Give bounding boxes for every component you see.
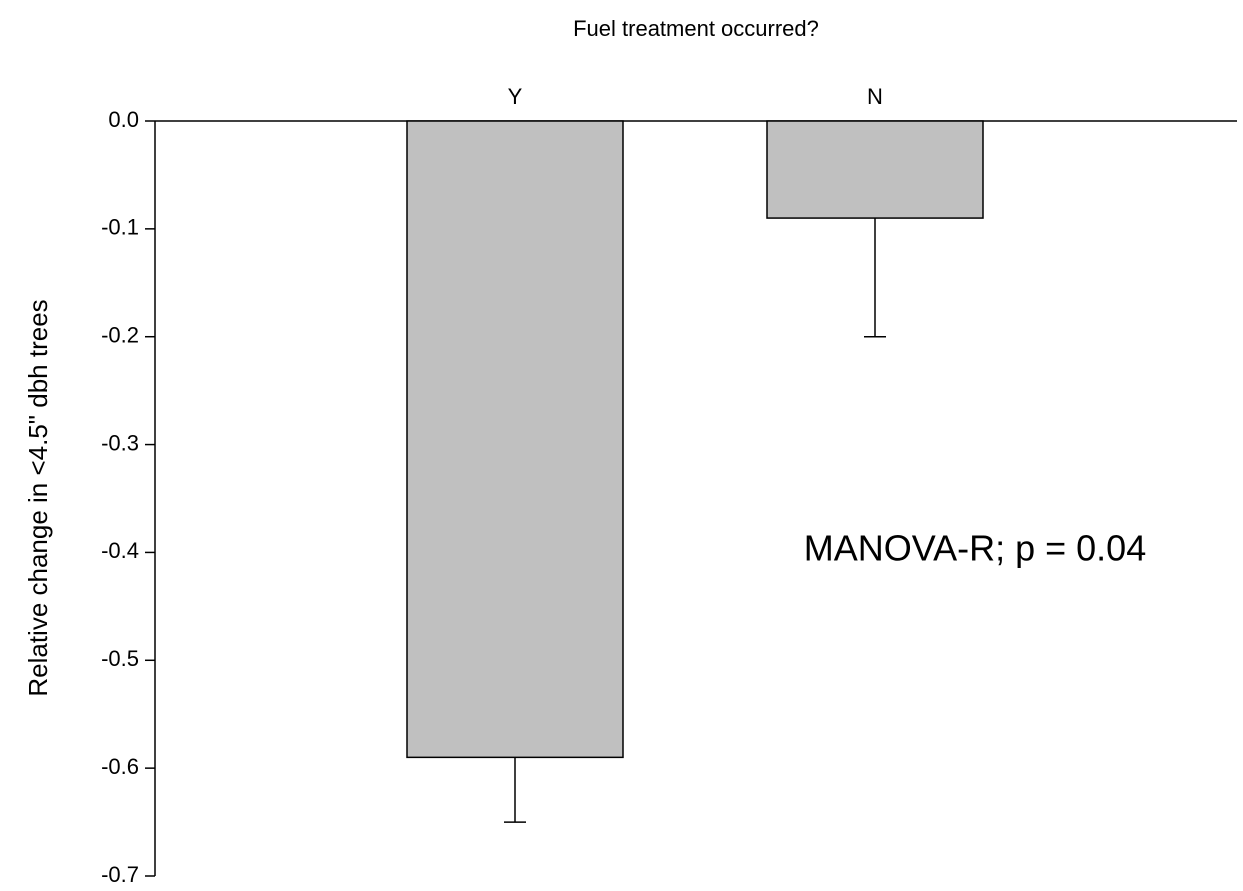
y-tick-label: -0.5 <box>101 646 139 671</box>
x-tick-label: Y <box>508 84 523 109</box>
bar <box>766 120 984 219</box>
y-axis-label: Relative change in <4.5" dbh trees <box>23 299 53 696</box>
annotation: MANOVA-R; p = 0.04 <box>804 528 1146 569</box>
y-tick-label: -0.6 <box>101 754 139 779</box>
y-tick-label: 0.0 <box>108 107 139 132</box>
y-tick-label: -0.7 <box>101 862 139 887</box>
error-bar <box>504 757 526 823</box>
y-tick-label: -0.3 <box>101 430 139 455</box>
y-tick-label: -0.1 <box>101 215 139 240</box>
x-tick-label: N <box>867 84 883 109</box>
chart-title: Fuel treatment occurred? <box>573 16 819 41</box>
y-tick-label: -0.2 <box>101 323 139 348</box>
bar <box>406 120 624 759</box>
y-tick-label: -0.4 <box>101 538 139 563</box>
error-bar <box>864 218 886 338</box>
